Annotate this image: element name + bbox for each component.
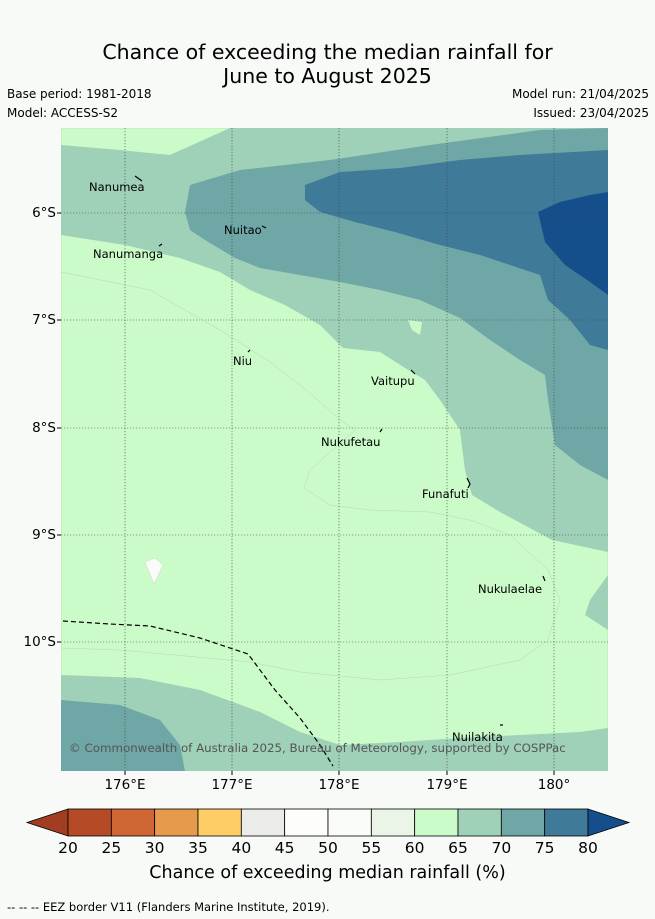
colorbar-bin: [500, 808, 546, 837]
lon-label: 177°E: [211, 777, 253, 793]
colorbar-bin: [284, 808, 329, 837]
issued-date: Issued: 23/04/2025: [533, 106, 649, 120]
eez-legend: -- -- -- EEZ border V11 (Flanders Marine…: [7, 900, 330, 914]
model-name: Model: ACCESS-S2: [7, 106, 119, 120]
lat-label: 7°S: [32, 312, 56, 328]
colorbar: [25, 808, 631, 837]
place-label-nukulaelae: Nukulaelae: [478, 582, 543, 596]
island-marks: [134, 175, 546, 726]
colorbar-tick-label: 45: [274, 839, 295, 857]
colorbar-bin: [110, 808, 156, 837]
base-period: Base period: 1981-2018: [7, 87, 152, 101]
colorbar-tick-label: 55: [361, 839, 382, 857]
colorbar-bin: [197, 808, 242, 837]
lon-label: 178°E: [318, 777, 360, 793]
colorbar-tick-label: 60: [404, 839, 425, 857]
colorbar-bin: [544, 808, 589, 837]
contour-layer: [61, 128, 608, 771]
colorbar-bin: [414, 808, 459, 837]
colorbar-tick-label: 25: [101, 839, 122, 857]
place-label-funafuti: Funafuti: [422, 487, 469, 501]
lat-label: 8°S: [32, 420, 56, 436]
colorbar-bin: [457, 808, 502, 837]
colorbar-tick-label: 40: [231, 839, 252, 857]
lon-label: 180°: [537, 777, 571, 793]
lat-label: 10°S: [23, 634, 57, 650]
colorbar-tick-label: 80: [578, 839, 598, 857]
colorbar-bin: [67, 808, 112, 837]
place-label-nukufetau: Nukufetau: [321, 435, 381, 449]
colorbar-tick-label: 35: [188, 839, 208, 857]
place-label-nanumea: Nanumea: [89, 180, 145, 194]
lon-label: 179°E: [426, 777, 468, 793]
copyright-notice: © Commonwealth of Australia 2025, Bureau…: [69, 741, 566, 755]
contour-75-80: [305, 150, 608, 350]
colorbar-bin: [327, 808, 372, 837]
place-label-nanumanga: Nanumanga: [93, 247, 164, 261]
colorbar-over-arrow: [587, 808, 631, 837]
colorbar-tick-label: 30: [144, 839, 165, 857]
colorbar-title: Chance of exceeding median rainfall (%): [149, 863, 506, 883]
colorbar-tick-label: 75: [534, 839, 555, 857]
lat-label: 9°S: [32, 527, 56, 543]
place-label-vaitupu: Vaitupu: [371, 374, 415, 388]
place-label-nuilakita: Nuilakita: [452, 730, 503, 744]
contour-over-80: [538, 192, 608, 295]
graticule: [61, 128, 608, 771]
lon-label: 176°E: [104, 777, 146, 793]
colorbar-under-arrow: [25, 808, 69, 837]
colorbar-tick-label: 50: [318, 839, 338, 857]
map-title-line2: June to August 2025: [223, 64, 432, 88]
colorbar-bin: [154, 808, 199, 837]
place-label-niu: Niu: [233, 354, 253, 368]
contour-70-75: [61, 128, 608, 771]
eez-border: [62, 620, 334, 767]
map-title-line1: Chance of exceeding the median rainfall …: [102, 40, 553, 64]
colorbar-bin: [240, 808, 286, 837]
colorbar-tick-label: 70: [491, 839, 512, 857]
colorbar-tick-label: 20: [58, 839, 78, 857]
colorbar-bin: [370, 808, 416, 837]
model-run: Model run: 21/04/2025: [511, 87, 649, 101]
lat-label: 6°S: [32, 205, 56, 221]
colorbar-tick-label: 65: [448, 839, 468, 857]
place-label-nuitao: Nuitao: [224, 223, 262, 237]
